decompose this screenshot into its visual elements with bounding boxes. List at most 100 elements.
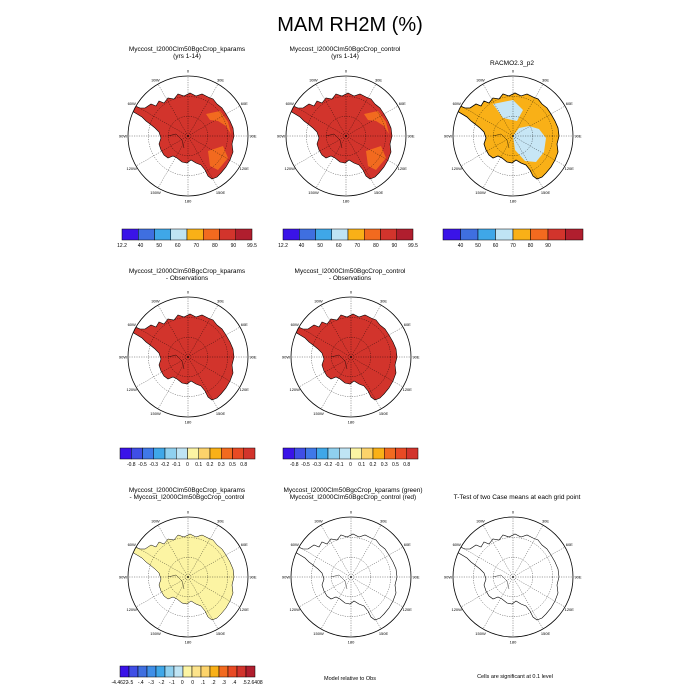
ice-shelf-line [330, 574, 348, 590]
longitude-label: 180 [510, 199, 517, 204]
map-panel-difference: 0 30E 60E 90E 120E 150E 180 150W 120W 90W 60W 30W [119, 510, 257, 645]
longitude-label: 120E [240, 607, 250, 612]
colorbar-swatch [512, 228, 531, 241]
colorbar-label: .1 [201, 680, 205, 686]
colorbar-label: -.4 [138, 680, 144, 686]
colorbar-label: .4 [232, 680, 236, 686]
colorbar-swatch [154, 228, 171, 241]
longitude-label: 120E [403, 387, 413, 392]
colorbar-swatch [128, 665, 139, 678]
longitude-label: 150E [379, 631, 389, 636]
ice-shelf-line [325, 133, 343, 149]
orange-region [206, 111, 231, 134]
colorbar-swatch [245, 665, 256, 678]
longitude-label: 120W [289, 607, 300, 612]
ice-shelf-line [167, 574, 185, 590]
colorbar-label: 70 [194, 243, 200, 249]
colorbar-label: -.2 [159, 680, 165, 686]
colorbar-swatch [396, 228, 414, 241]
meridian-line [460, 576, 514, 608]
meridian-line [187, 135, 241, 167]
longitude-label: 120W [126, 387, 137, 392]
colorbar-swatch [138, 228, 155, 241]
longitude-label: 60W [128, 101, 136, 106]
meridian-line [482, 83, 514, 137]
colorbar-swatch [209, 665, 220, 678]
colorbar-swatch [477, 228, 496, 241]
colorbar-label: 70 [510, 243, 516, 249]
colorbar-swatch [142, 447, 154, 460]
panel-title-p8: Myccost_I2000Clm50BgcCrop_kparams (green… [268, 487, 438, 501]
panel-title-p9: T-Test of two Case means at each grid po… [432, 494, 602, 501]
figure-title: MAM RH2M (%) [277, 14, 423, 36]
colorbar-label: 12.2 [278, 243, 288, 249]
longitude-label: 0 [187, 510, 190, 515]
colorbar-label: 60 [493, 243, 499, 249]
longitude-label: 150W [313, 631, 324, 636]
colorbar-mean-obs: 40 50 60 70 80 90 [442, 228, 584, 249]
colorbar-label: 80 [212, 243, 218, 249]
colorbar-swatch [299, 228, 316, 241]
longitude-label: 90W [282, 355, 290, 360]
longitude-label: 0 [187, 69, 190, 74]
longitude-label: 120W [126, 166, 137, 171]
map-boundary [452, 516, 574, 638]
colorbar-label: 0.8 [240, 462, 247, 468]
colorbar-label: 50 [475, 243, 481, 249]
map-boundary [127, 296, 249, 418]
longitude-label: 30E [380, 518, 387, 523]
panel-title-line1: Myccost_I2000Clm50BgcCrop_control [294, 268, 406, 275]
map-boundary [290, 296, 412, 418]
colorbar-label: -0.8 [127, 462, 136, 468]
longitude-label: 60W [291, 542, 299, 547]
panel-title-p7: Myccost_I2000Clm50BgcCrop_kparams - Mycc… [107, 487, 267, 501]
longitude-label: 0 [187, 290, 190, 295]
colorbar-swatch [282, 447, 295, 460]
colorbar-swatch [186, 228, 204, 241]
longitude-label: 90W [444, 134, 452, 139]
map-boundary [127, 516, 249, 638]
colorbar-label: 90 [231, 243, 237, 249]
colorbar-swatch [380, 228, 397, 241]
longitude-label: 60E [404, 542, 411, 547]
colorbar-swatch [119, 447, 132, 460]
plateau-region [513, 126, 546, 162]
colorbar-swatch [209, 447, 222, 460]
colorbar-label: -0.3 [149, 462, 158, 468]
longitude-label: 150E [541, 190, 551, 195]
longitude-label: 60W [291, 322, 299, 327]
longitude-label: 90E [412, 575, 419, 580]
longitude-label: 60W [128, 542, 136, 547]
orange-region [364, 111, 389, 134]
longitude-label: 120W [451, 166, 462, 171]
longitude-label: 120E [240, 166, 250, 171]
longitude-label: 90E [249, 575, 256, 580]
meridian-line [482, 576, 514, 630]
longitude-label: 180 [185, 640, 192, 645]
panel-title-p3: RACMO2.3_p2 [432, 60, 592, 67]
colorbar-label: 50 [317, 243, 323, 249]
meridian-line [460, 546, 514, 578]
colorbar-swatch [384, 447, 396, 460]
colorbar-swatch [361, 447, 374, 460]
map-boundary [452, 75, 574, 197]
longitude-label: 90W [119, 355, 127, 360]
meridian-line [512, 546, 566, 578]
colorbar-label: 12.2 [117, 243, 127, 249]
longitude-label: 30E [542, 518, 549, 523]
meridian-line [350, 546, 404, 578]
colorbar-bias-kparams: -0.8 -0.5 -0.3 -0.2 -0.1 0 0.1 0.2 0.3 0.5 0.8 [119, 447, 256, 468]
longitude-label: 60E [566, 542, 573, 547]
colorbar-swatch [460, 228, 479, 241]
colorbar-label: 0.2 [207, 462, 214, 468]
longitude-label: 30E [217, 77, 224, 82]
meridian-line [298, 546, 352, 578]
longitude-label: 30E [217, 298, 224, 303]
meridian-line [135, 105, 189, 137]
meridian-line [135, 326, 189, 358]
meridian-line [135, 356, 189, 388]
longitude-label: 30E [375, 77, 382, 82]
longitude-label: 120W [451, 607, 462, 612]
colorbar-swatch [327, 447, 340, 460]
longitude-label: 120E [240, 387, 250, 392]
